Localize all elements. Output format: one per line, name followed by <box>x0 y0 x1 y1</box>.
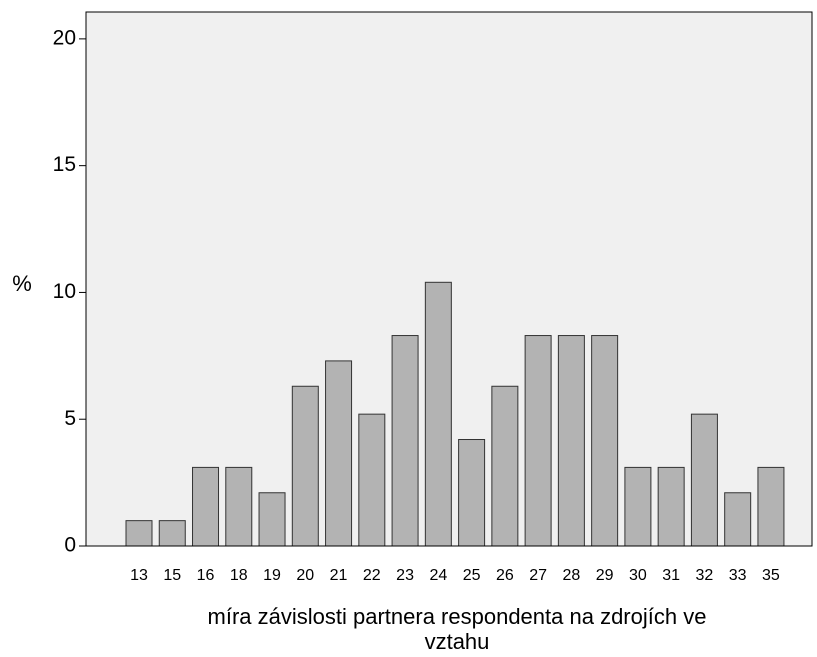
bar <box>125 520 153 547</box>
x-tick-label: 24 <box>429 567 447 584</box>
bar <box>557 335 585 547</box>
x-tick-label: 30 <box>629 567 647 584</box>
x-tick-label: 25 <box>463 567 481 584</box>
y-tick-label: 20 <box>53 26 76 49</box>
bar <box>424 281 452 547</box>
bar <box>491 385 519 547</box>
bar <box>757 466 785 547</box>
x-tick-label: 28 <box>562 567 580 584</box>
x-tick-label: 22 <box>363 567 381 584</box>
y-tick-label: 10 <box>53 280 76 303</box>
x-tick-label: 20 <box>296 567 314 584</box>
y-tick-label: 0 <box>64 534 76 557</box>
x-tick-label: 16 <box>197 567 215 584</box>
bar <box>458 439 486 547</box>
bar <box>258 492 286 547</box>
y-axis-label: % <box>12 271 32 296</box>
bar <box>624 466 652 547</box>
x-tick-label: 29 <box>596 567 614 584</box>
x-tick-label: 27 <box>529 567 547 584</box>
bar <box>690 413 718 547</box>
x-tick-label: 19 <box>263 567 281 584</box>
x-tick-label: 23 <box>396 567 414 584</box>
bar <box>358 413 386 547</box>
x-tick-label: 31 <box>662 567 680 584</box>
bar <box>657 466 685 547</box>
x-axis-label: vztahu <box>425 629 490 654</box>
bar <box>325 360 353 547</box>
bar <box>158 520 186 547</box>
bar <box>391 335 419 547</box>
bar <box>724 492 752 547</box>
x-tick-label: 15 <box>163 567 181 584</box>
bar <box>591 335 619 547</box>
x-tick-label: 26 <box>496 567 514 584</box>
x-tick-label: 18 <box>230 567 248 584</box>
bar <box>225 466 253 547</box>
x-axis-label: míra závislosti partnera respondenta na … <box>208 604 707 629</box>
bar <box>192 466 220 547</box>
x-tick-label: 33 <box>729 567 747 584</box>
y-tick-label: 15 <box>53 153 76 176</box>
x-tick-label: 32 <box>696 567 714 584</box>
x-tick-label: 13 <box>130 567 148 584</box>
x-tick-label: 35 <box>762 567 780 584</box>
bar <box>524 335 552 547</box>
bar <box>291 385 319 547</box>
y-tick-label: 5 <box>64 407 76 430</box>
x-tick-label: 21 <box>330 567 348 584</box>
